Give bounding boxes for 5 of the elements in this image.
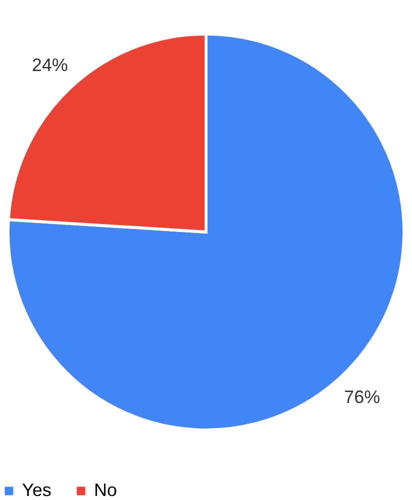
data-label: 24% [32, 54, 68, 75]
legend-label: Yes [22, 480, 52, 500]
legend-label: No [94, 480, 118, 500]
pie-slice [6, 32, 406, 432]
data-label: 76% [344, 387, 380, 408]
